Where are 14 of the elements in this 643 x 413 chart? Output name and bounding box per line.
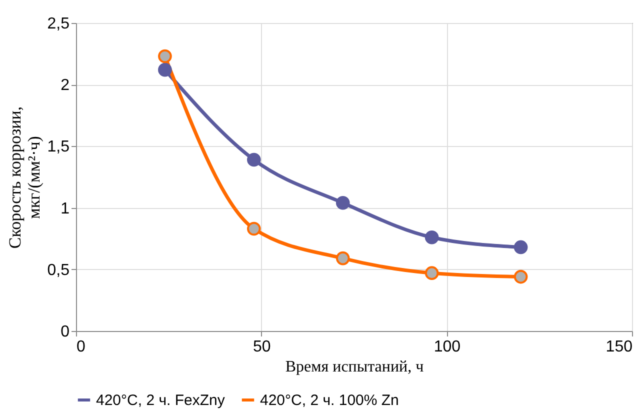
x-tick-label: 150	[606, 338, 633, 356]
legend-label: 420°C, 2 ч. FexZny	[96, 392, 226, 409]
x-tick-label: 50	[252, 338, 271, 356]
y-tick-label: 1	[60, 200, 70, 218]
y-tick-label: 1,5	[47, 138, 70, 156]
y-tick-label: 2,5	[47, 16, 70, 32]
y-tick-label: 0	[60, 324, 70, 340]
y-tick-label: 0,5	[47, 262, 70, 279]
y-axis-title: Скорость коррозии, мкг/(мм²·ч)	[5, 106, 44, 249]
x-tick-label: 100	[434, 338, 461, 356]
x-tick-label: 0	[76, 338, 86, 356]
x-axis-title: Время испытаний, ч	[285, 358, 424, 376]
y-tick-label: 2	[60, 77, 70, 94]
legend-label: 420°C, 2 ч. 100% Zn	[260, 392, 399, 409]
